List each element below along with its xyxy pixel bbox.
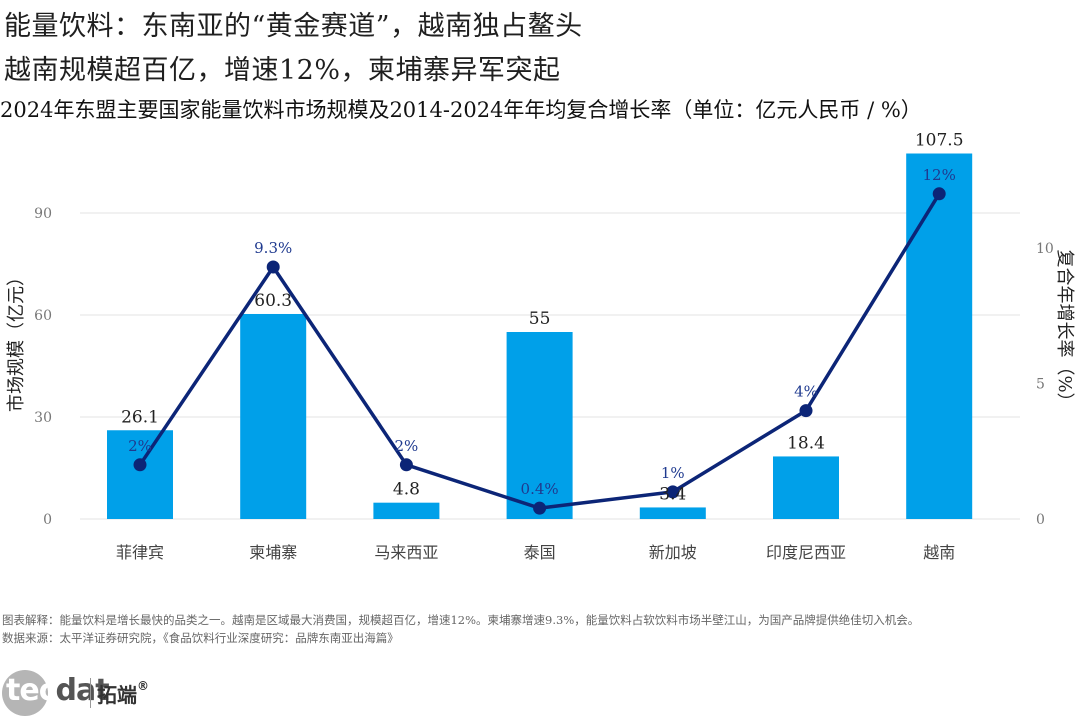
y-tick-label: 30: [34, 410, 52, 426]
growth-value-label: 4%: [794, 383, 818, 401]
y2-tick-label: 5: [1036, 377, 1045, 393]
bar-马来西亚: [373, 502, 440, 519]
data-labels: 26.1 60.3 4.8 55 3.4 18.4 107.5 2% 9.3% 2% 0.4% 1% 4…: [121, 131, 963, 505]
combo-chart: 26.1 60.3 4.8 55 3.4 18.4 107.5 2% 9.3% 2% 0.4% 1% 4…: [6, 131, 1075, 563]
bar-印度尼西亚: [773, 456, 839, 519]
logo-name: 拓端®: [97, 679, 149, 707]
bar-新加坡: [639, 507, 706, 519]
y2-axis-title: 复合年增长率（%）: [1054, 249, 1075, 410]
data-source: 数据来源：太平洋证券研究院，《食品饮料行业深度研究：品牌东南亚出海篇》: [2, 631, 399, 645]
growth-point-马来西亚: [399, 458, 413, 472]
growth-point-越南: [932, 187, 946, 201]
bar-value-label: 55: [529, 309, 551, 329]
logo-circle: [2, 670, 48, 716]
x-tick-label: 新加坡: [649, 543, 697, 562]
growth-point-印度尼西亚: [799, 404, 813, 418]
bar-菲律宾: [107, 430, 173, 519]
tecdat-logo: tecdat 拓端®: [0, 668, 180, 718]
y2-tick-label: 0: [1036, 512, 1045, 528]
bar-series: [107, 153, 973, 519]
y-axis-title: 市场规模（亿元）: [6, 268, 27, 412]
growth-value-label: 1%: [661, 464, 685, 482]
growth-value-label: 2%: [128, 437, 152, 455]
x-tick-label: 柬埔寨: [249, 543, 297, 562]
x-tick-label: 印度尼西亚: [766, 543, 846, 562]
growth-value-label: 2%: [395, 437, 419, 455]
bar-value-label: 26.1: [121, 407, 159, 427]
line-series: [133, 187, 946, 515]
bar-柬埔寨: [240, 313, 307, 519]
headline-1: 能量饮料：东南亚的“黄金赛道”，越南独占鳌头: [4, 11, 583, 42]
growth-point-柬埔寨: [266, 260, 280, 274]
chart-note: 图表解释：能量饮料是增长最快的品类之一。越南是区域最大消费国，规模超百亿，增速1…: [2, 613, 920, 627]
logo-wordmark: tecdat: [6, 673, 110, 708]
bar-泰国: [506, 332, 573, 519]
bar-value-label: 3.4: [659, 484, 686, 504]
headline-2: 越南规模超百亿，增速12%，柬埔寨异军突起: [4, 55, 561, 86]
x-tick-label: 马来西亚: [374, 543, 438, 562]
x-tick-label: 泰国: [524, 543, 556, 562]
growth-value-label: 9.3%: [254, 239, 292, 257]
y-tick-label: 60: [34, 308, 52, 324]
growth-point-新加坡: [666, 485, 680, 499]
axes: 0 30 60 90 0 5 10 市场规模（亿元） 复合年增长率（%） 菲律宾 柬埔寨 马来西亚 泰国…: [6, 206, 1075, 562]
growth-point-泰国: [533, 501, 547, 515]
bar-越南: [906, 153, 973, 519]
bar-value-label: 60.3: [254, 291, 292, 311]
bar-value-label: 18.4: [787, 433, 825, 453]
growth-value-label: 0.4%: [521, 480, 559, 498]
bar-value-label: 107.5: [915, 131, 964, 151]
growth-point-菲律宾: [133, 458, 147, 472]
x-tick-label: 越南: [923, 543, 955, 562]
chart-subtitle: 2024年东盟主要国家能量饮料市场规模及2014-2024年年均复合增长率（单位…: [0, 98, 922, 122]
growth-value-label: 12%: [923, 166, 956, 184]
x-tick-label: 菲律宾: [116, 543, 164, 562]
logo-divider: [90, 678, 91, 708]
y2-tick-label: 10: [1036, 241, 1054, 257]
y-tick-label: 0: [43, 512, 52, 528]
bar-value-label: 4.8: [393, 480, 420, 500]
y-tick-label: 90: [34, 206, 52, 222]
